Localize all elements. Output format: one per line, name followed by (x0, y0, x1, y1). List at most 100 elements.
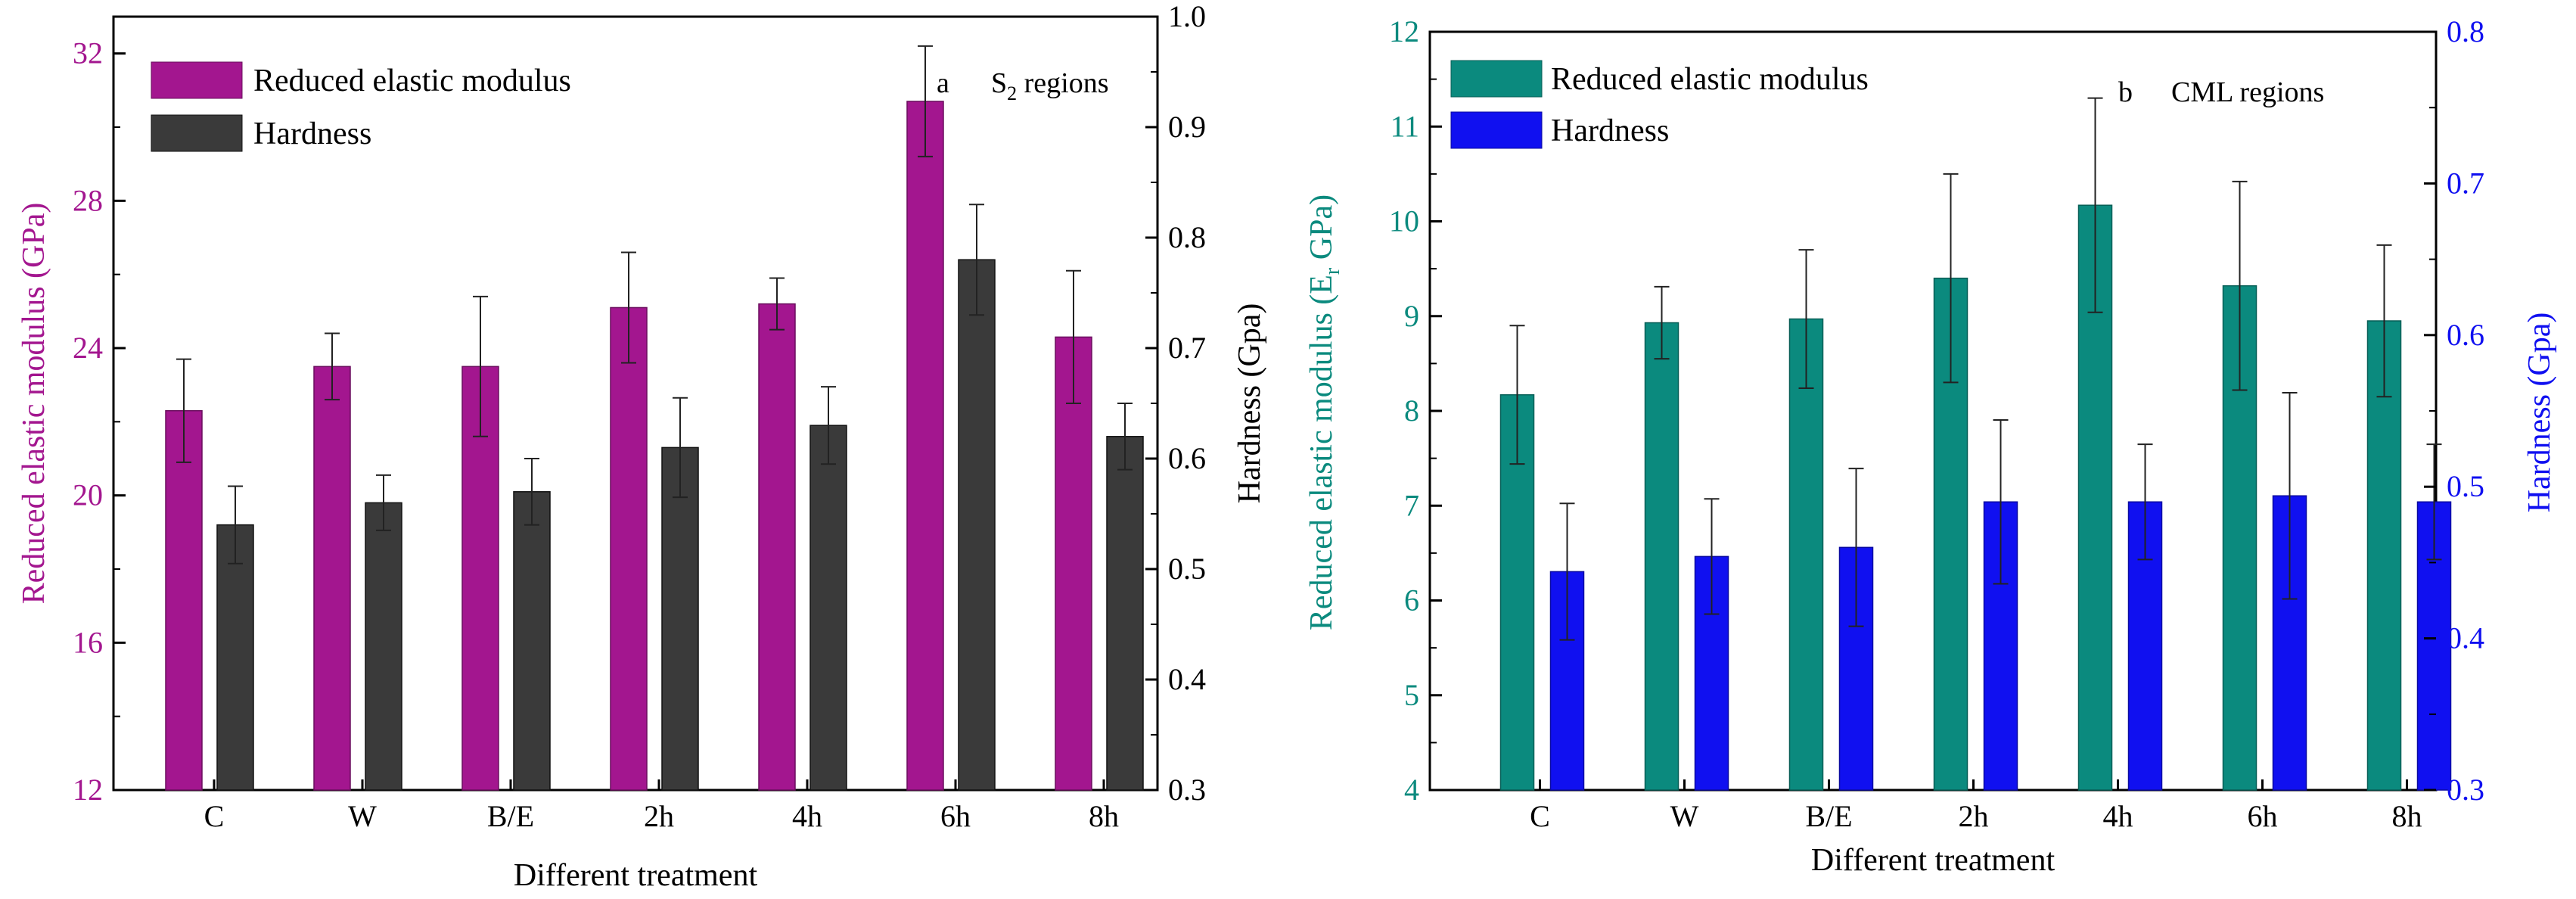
error-bar-modulus-a-1 (325, 332, 340, 401)
bar-modulus-a-1 (313, 366, 351, 791)
right-tick-label-b-2: 0.5 (2447, 469, 2484, 503)
right-tick-label-b-5: 0.8 (2447, 14, 2484, 48)
error-bar-hardness-b-5 (2282, 391, 2298, 600)
legend-label-modulus-a: Reduced elastic modulus (253, 64, 571, 98)
error-bar-modulus-a-4 (769, 277, 785, 331)
error-bar-hardness-a-4 (821, 386, 836, 465)
region-label-b: CML regions (2171, 76, 2324, 108)
left-axis-ticks-b: 4 5 6 7 8 9 10 11 12 (1389, 14, 1442, 807)
right-tick-label-b-3: 0.6 (2447, 318, 2484, 352)
bar-hardness-a-6 (1106, 436, 1144, 791)
error-bar-modulus-a-0 (176, 358, 191, 463)
legend-label-hardness-b: Hardness (1551, 114, 1669, 148)
right-axis-ticks-a: 0.3 0.4 0.5 0.6 0.7 0.8 0.9 1.0 (1145, 0, 1206, 807)
left-tick-label-b-8: 12 (1389, 14, 1419, 48)
bar-hardness-a-2 (513, 491, 551, 791)
bar-modulus-a-0 (165, 409, 203, 791)
region-label-main-a: S (991, 67, 1007, 99)
bar-modulus-b-5 (2222, 285, 2257, 791)
x-axis-title-b: Different treatment (1811, 843, 2056, 878)
x-tick-label-b-3: 2h (1959, 799, 1989, 833)
error-bar-hardness-b-6 (2426, 443, 2442, 561)
left-axis-ticks-a: 12 16 20 24 28 32 (73, 36, 126, 807)
left-tick-label-b-0: 4 (1404, 773, 1419, 807)
right-tick-label-a-7: 1.0 (1168, 0, 1206, 33)
region-label-subscript-a: 2 (1007, 82, 1017, 104)
bar-modulus-a-3 (610, 306, 648, 791)
y-axis-title-left-b-prefix: Reduced elastic modulus (E (1304, 275, 1339, 630)
chart-panel-b: 4 5 6 7 8 9 10 11 12 0.3 0.4 0.5 0.6 0.7 0.8 C W B/E 2h 4… (1304, 14, 2557, 878)
bar-modulus-b-6 (2366, 320, 2402, 791)
error-bars-a (176, 45, 1133, 565)
error-bar-modulus-b-6 (2376, 244, 2392, 398)
left-tick-label-b-1: 5 (1404, 678, 1419, 712)
error-bar-modulus-b-2 (1798, 249, 1814, 389)
x-axis-ticks-b: C W B/E 2h 4h 6h 8h (1530, 779, 2422, 833)
x-axis-title-a: Different treatment (514, 858, 758, 893)
left-tick-label-a-0: 12 (73, 773, 103, 807)
left-tick-label-b-7: 11 (1390, 109, 1419, 143)
error-bar-modulus-b-0 (1509, 325, 1525, 465)
y-axis-title-right-b: Hardness (Gpa) (2522, 313, 2557, 513)
error-bar-modulus-a-2 (473, 295, 488, 437)
error-bar-hardness-a-5 (969, 204, 984, 316)
x-tick-label-b-1: W (1670, 799, 1699, 833)
left-tick-label-b-4: 8 (1404, 394, 1419, 428)
legend-label-modulus-b: Reduced elastic modulus (1551, 62, 1869, 97)
bar-modulus-b-2 (1788, 318, 1824, 791)
panel-label-b: b (2118, 76, 2133, 108)
bar-modulus-b-1 (1644, 322, 1680, 791)
y-axis-title-left-b-subscript: r (1321, 267, 1344, 275)
bar-hardness-a-1 (365, 502, 402, 791)
bar-hardness-a-3 (661, 446, 699, 791)
legend-swatch-modulus-b (1450, 60, 1543, 98)
x-tick-label-b-5: 6h (2248, 799, 2278, 833)
bar-modulus-a-5 (906, 101, 944, 791)
left-tick-label-b-5: 9 (1404, 299, 1419, 333)
panel-label-a: a (937, 67, 949, 99)
x-tick-label-a-6: 8h (1089, 799, 1119, 833)
left-tick-label-a-4: 28 (73, 183, 103, 217)
right-tick-label-a-6: 0.9 (1168, 110, 1206, 144)
region-label-suffix-a: regions (1017, 67, 1108, 99)
legend-label-hardness-a: Hardness (253, 117, 371, 151)
error-bar-modulus-b-5 (2232, 180, 2248, 391)
error-bar-hardness-a-6 (1117, 403, 1133, 471)
right-tick-label-b-1: 0.4 (2447, 621, 2484, 655)
error-bar-hardness-b-2 (1848, 468, 1864, 627)
right-tick-label-a-3: 0.6 (1168, 441, 1206, 475)
bar-modulus-a-4 (758, 303, 796, 791)
bar-hardness-a-4 (809, 425, 847, 791)
right-tick-label-a-1: 0.4 (1168, 662, 1206, 696)
error-bars-b (1509, 97, 2442, 641)
x-axis-ticks-a: C W B/E 2h 4h 6h 8h (204, 779, 1119, 833)
x-tick-label-a-2: B/E (487, 799, 534, 833)
x-tick-label-b-4: 4h (2103, 799, 2133, 833)
right-tick-label-a-4: 0.7 (1168, 331, 1206, 365)
y-axis-title-left-a: Reduced elastic modulus (GPa) (17, 203, 51, 605)
x-tick-label-a-4: 4h (792, 799, 822, 833)
x-tick-label-b-6: 8h (2392, 799, 2422, 833)
error-bar-modulus-b-3 (1943, 173, 1959, 384)
error-bar-modulus-b-1 (1654, 285, 1670, 360)
error-bar-hardness-b-0 (1559, 502, 1575, 641)
legend-swatch-modulus-a (151, 61, 243, 99)
chart-marks-b (1499, 204, 2452, 791)
error-bar-modulus-a-6 (1066, 269, 1081, 404)
x-tick-label-b-2: B/E (1805, 799, 1852, 833)
error-bar-hardness-a-2 (524, 458, 539, 526)
chart-panel-a: 12 16 20 24 28 32 0.3 0.4 0.5 0.6 0.7 0.8 0.9 1.0 C W… (17, 0, 1267, 893)
legend-swatch-hardness-a (151, 114, 243, 152)
left-tick-label-b-6: 10 (1389, 204, 1419, 238)
bar-hardness-a-0 (216, 524, 254, 791)
y-axis-title-right-a: Hardness (Gpa) (1232, 303, 1267, 504)
y-axis-title-left-b-suffix: GPa) (1304, 194, 1339, 268)
right-tick-label-a-2: 0.5 (1168, 552, 1206, 586)
left-tick-label-b-2: 6 (1404, 583, 1419, 617)
error-bar-hardness-b-1 (1704, 498, 1720, 615)
left-tick-label-a-1: 16 (73, 625, 103, 659)
left-tick-label-a-2: 20 (73, 478, 103, 512)
left-tick-label-a-5: 32 (73, 36, 103, 70)
bar-hardness-a-5 (958, 259, 996, 791)
